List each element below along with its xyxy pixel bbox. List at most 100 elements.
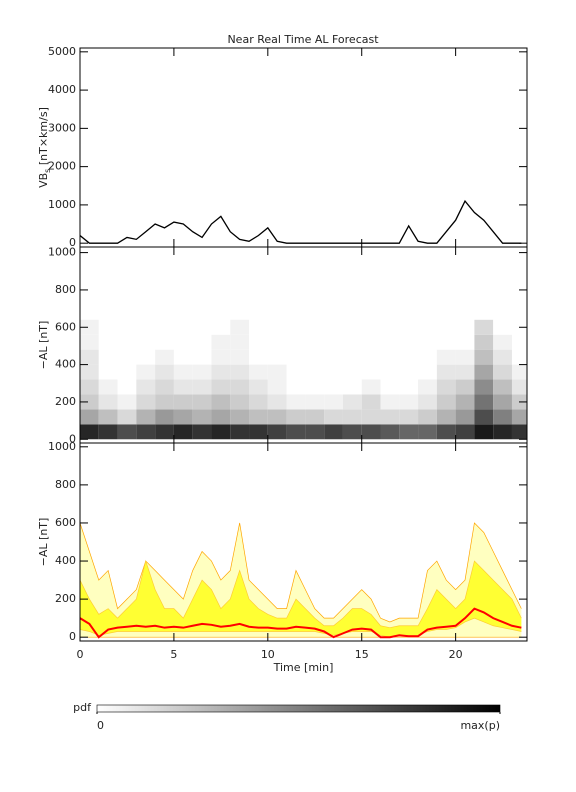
pdf-cell [305,394,325,410]
band-edge [80,559,522,629]
pdf-cell [436,424,456,440]
y-tick-label: 0 [69,432,76,445]
y-tick-label: 4000 [48,83,76,96]
pdf-cell [361,349,381,365]
pdf-cell [286,319,306,335]
pdf-cell [117,394,137,410]
pdf-cell [380,349,400,365]
pdf-cell [418,394,437,410]
pdf-cell [493,334,512,350]
pdf-cell [230,349,250,365]
pdf-cell [230,409,250,425]
pdf-cell [98,379,118,395]
pdf-cell [455,319,475,335]
pdf-cell [117,424,137,440]
y-tick-label: 600 [55,320,76,333]
pdf-cell [511,334,527,350]
pdf-cell [136,319,156,335]
pdf-cell [136,349,156,365]
axes-frame [79,442,528,642]
pdf-cell [173,349,193,365]
pdf-cell [493,409,512,425]
chart-title: Near Real Time AL Forecast [227,33,379,46]
pdf-cell [80,424,99,440]
pdf-cell [286,364,306,380]
pdf-cell [399,334,419,350]
plot-area [80,199,522,244]
pdf-cell [192,409,212,425]
y-axis-label: −AL [nT] [37,518,50,567]
pdf-cell [493,364,512,380]
pdf-cell [511,349,527,365]
y-tick-label: 400 [55,554,76,567]
pdf-cell [98,319,118,335]
colorbar-tick-label: max(p) [460,719,500,732]
pdf-cell [361,319,381,335]
pdf-cell [342,424,362,440]
pdf-cell [117,319,137,335]
pdf-cell [455,364,475,380]
pdf-cell [98,409,118,425]
y-tick-label: 600 [55,516,76,529]
pdf-cell [380,394,400,410]
pdf-cell [249,319,268,335]
x-tick-label: 15 [355,648,369,661]
pdf-cell [211,319,231,335]
band-fill [80,561,522,638]
pdf-cell [511,379,527,395]
pdf-cell [324,394,343,410]
y-tick-label: 400 [55,358,76,371]
pdf-cell [117,379,137,395]
pdf-cell [211,379,231,395]
pdf-cell [324,409,343,425]
pdf-cell [230,319,250,335]
y-tick-label: 0 [69,630,76,643]
pdf-cell [155,394,174,410]
y-tick-label: 200 [55,395,76,408]
y-label-rest: [nT×km/s] [37,107,50,169]
pdf-cell [230,394,250,410]
pdf-cell [155,379,174,395]
pdf-cell [474,364,494,380]
pdf-cell [173,424,193,440]
band-edge [80,522,522,623]
pdf-cell [324,319,343,335]
x-axis-label: Time [min] [273,661,334,674]
pdf-cell [267,409,287,425]
y-label-main: VB [37,173,50,188]
pdf-cell [399,319,419,335]
x-tick-label: 5 [170,648,177,661]
pdf-cell [342,349,362,365]
pdf-cell [267,364,287,380]
pdf-cell [342,394,362,410]
pdf-cell [267,424,287,440]
colorbar-label: pdf [73,701,92,714]
pdf-cell [399,409,419,425]
pdf-cell [117,334,137,350]
pdf-cell [267,349,287,365]
pdf-cell [155,364,174,380]
pdf-cell [136,409,156,425]
pdf-cell [117,364,137,380]
pdf-cell [361,379,381,395]
pdf-cell [455,379,475,395]
pdf-cell [80,394,99,410]
pdf-cell [173,379,193,395]
y-label-main: −AL [nT] [37,321,50,370]
y-tick-label: 3000 [48,121,76,134]
pdf-cell [192,394,212,410]
pdf-cell [286,394,306,410]
pdf-cell [230,379,250,395]
plot-area [80,522,522,639]
pdf-cell [98,364,118,380]
y-tick-label: 0 [69,236,76,249]
pdf-cell [418,424,437,440]
y-tick-label: 800 [55,283,76,296]
pdf-cell [418,334,437,350]
pdf-cell [305,349,325,365]
pdf-cell [399,349,419,365]
pdf-cell [399,379,419,395]
pdf-cell [418,379,437,395]
pdf-cell [399,424,419,440]
pdf-cell [474,409,494,425]
